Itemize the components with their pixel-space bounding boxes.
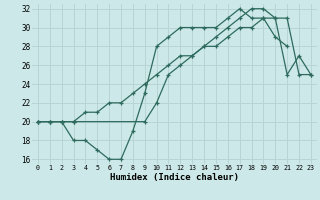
X-axis label: Humidex (Indice chaleur): Humidex (Indice chaleur)	[110, 173, 239, 182]
